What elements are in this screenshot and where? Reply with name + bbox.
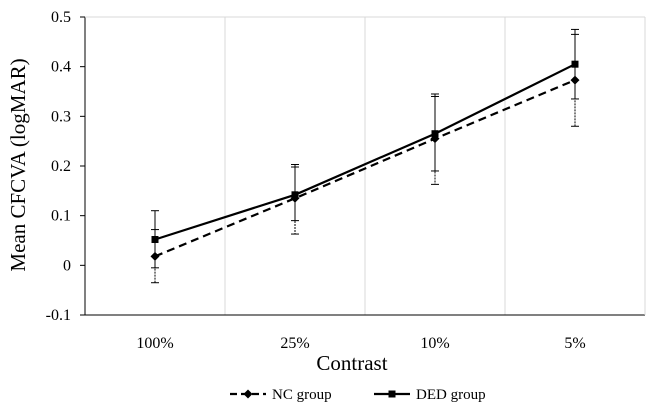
y-tick-label: -0.1 (46, 307, 71, 324)
series-line (154, 63, 576, 241)
series-ded-group (151, 28, 579, 269)
y-tick-label: 0.4 (51, 59, 71, 76)
legend-item: NC group (230, 387, 332, 403)
y-tick-label: 0.2 (51, 158, 71, 175)
data-point (151, 236, 159, 244)
legend-swatch-marker (243, 389, 253, 399)
series-layer (150, 28, 580, 284)
data-point (431, 130, 439, 138)
x-tick-labels: 100% 25% 10% 5% (136, 335, 585, 352)
legend-item: DED group (374, 387, 486, 403)
gridlines (224, 17, 506, 315)
x-tick-label: 25% (280, 335, 309, 352)
y-tick-label: 0.3 (51, 108, 71, 125)
legend-label: DED group (416, 387, 486, 403)
y-tick-label: 0.5 (51, 9, 71, 26)
x-tick-label: 10% (420, 335, 449, 352)
x-axis-title: Contrast (316, 351, 387, 375)
y-tick-label: 0.1 (51, 208, 71, 225)
x-tick-label: 100% (136, 335, 173, 352)
y-axis-title: Mean CFCVA (logMAR) (6, 58, 30, 271)
y-tick-label: 0 (63, 257, 71, 274)
x-tick-label: 5% (564, 335, 585, 352)
data-point (291, 191, 299, 199)
y-tick-labels: -0.1 0 0.1 0.2 0.3 0.4 0.5 (46, 9, 85, 324)
legend-swatch-marker (388, 390, 396, 398)
series-line (154, 79, 576, 258)
legend-label: NC group (272, 387, 332, 403)
legend: NC group DED group (230, 387, 486, 403)
data-point (571, 60, 579, 68)
